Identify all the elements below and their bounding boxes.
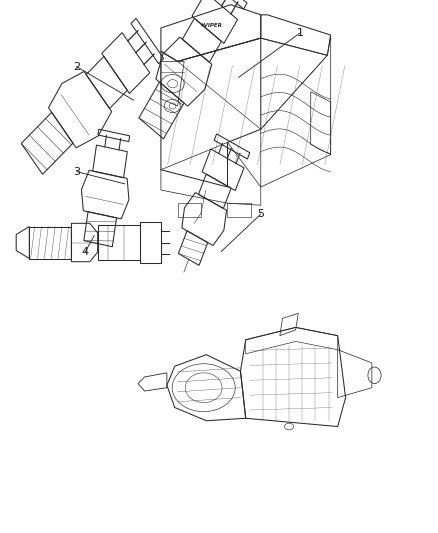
Text: 5: 5 xyxy=(257,209,264,219)
Text: ✦VIPER: ✦VIPER xyxy=(199,22,223,27)
Text: 4: 4 xyxy=(82,247,89,256)
Text: 2: 2 xyxy=(73,62,80,71)
Text: 3: 3 xyxy=(73,167,80,176)
Text: 1: 1 xyxy=(297,28,304,38)
